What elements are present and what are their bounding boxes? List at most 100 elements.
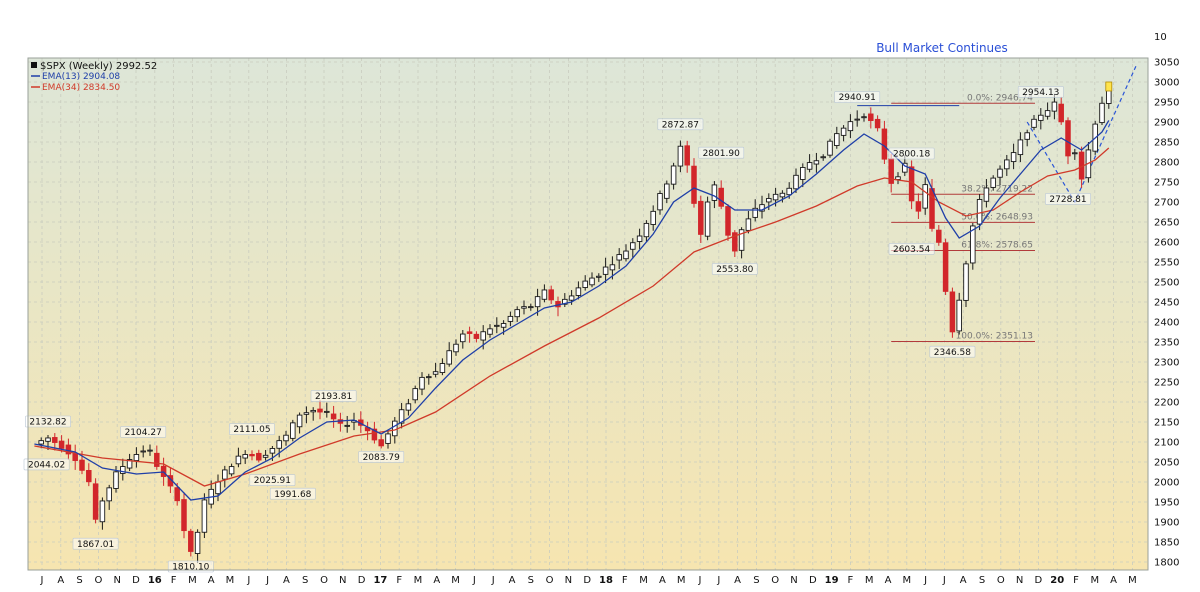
x-tick-label: F [848, 575, 854, 586]
candle-body [228, 466, 235, 475]
candle-body [902, 162, 908, 173]
candle-body [1004, 159, 1010, 170]
candle-body [711, 184, 718, 201]
annotation-label: 2104.27 [125, 428, 162, 438]
candle-body [589, 277, 595, 286]
x-tick-label: M [1128, 575, 1137, 586]
y-tick-label: 2000 [1154, 478, 1179, 489]
candle-body [487, 328, 493, 335]
annotation-box [249, 474, 296, 486]
candle-body [983, 187, 990, 202]
x-tick-label: M [188, 575, 197, 586]
candle-body [630, 242, 636, 250]
candle-body [800, 167, 806, 180]
x-tick-label: D [358, 575, 366, 586]
y-tick-label: 2150 [1154, 418, 1179, 429]
x-tick-label: 18 [599, 575, 613, 586]
candle-body [786, 187, 792, 196]
annotation-label: 2193.81 [315, 392, 352, 402]
x-tick-label: S [76, 575, 82, 586]
candle-body [548, 289, 554, 301]
x-tick-label: S [302, 575, 308, 586]
candle-body [371, 428, 378, 441]
x-tick-label: J [698, 575, 702, 586]
x-tick-label: A [433, 575, 440, 586]
candle-body [473, 333, 480, 339]
candle-body [58, 440, 65, 449]
candle-body [779, 192, 786, 198]
x-tick-label: M [902, 575, 911, 586]
y-tick-label: 2400 [1154, 318, 1179, 329]
annotation-label: 1991.68 [274, 490, 311, 500]
candle-body [636, 235, 643, 242]
x-tick-label: M [451, 575, 460, 586]
y-tick-label: 1900 [1154, 518, 1179, 529]
candle-body [738, 229, 745, 251]
candle-body [45, 437, 51, 442]
candle-body [439, 363, 446, 373]
fib-level-label: 61.8%: 2578.65 [961, 241, 1033, 251]
candle-body [324, 410, 330, 413]
candle-body [290, 422, 296, 439]
y-tick-label: 1850 [1154, 538, 1179, 549]
candle-body [691, 165, 697, 204]
annotation-box [834, 91, 881, 103]
annotation-label: 2872.87 [662, 120, 699, 130]
x-tick-label: S [528, 575, 534, 586]
x-tick-label: A [509, 575, 516, 586]
candle-body [147, 449, 153, 452]
y-tick-label: 1950 [1154, 498, 1179, 509]
candle-body [936, 229, 942, 243]
candle-body [1065, 120, 1071, 157]
candle-body [38, 440, 44, 445]
x-tick-label: 17 [373, 575, 387, 586]
x-tick-label: A [960, 575, 967, 586]
candle-body [398, 409, 405, 424]
x-tick-label: D [583, 575, 591, 586]
y-tick-label: 2450 [1154, 298, 1179, 309]
candle-body [310, 409, 316, 413]
candle-body [793, 174, 799, 190]
x-tick-label: A [57, 575, 64, 586]
candle-body [609, 264, 616, 271]
x-tick-label: J [942, 575, 946, 586]
x-tick-label: A [659, 575, 666, 586]
candle-body [154, 452, 160, 467]
annotation-label: 2111.05 [233, 425, 270, 435]
annotation-label: 2603.54 [893, 245, 930, 255]
candle-body [446, 350, 452, 365]
x-tick-label: N [790, 575, 797, 586]
annotation-label: 2940.91 [839, 93, 876, 103]
candle-body [827, 140, 833, 156]
candle-body [820, 156, 826, 159]
candle-body [242, 454, 248, 459]
candle-body [970, 225, 976, 264]
candle-body [181, 499, 187, 532]
x-tick-label: N [1016, 575, 1023, 586]
candle-body [895, 176, 901, 180]
x-tick-label: M [639, 575, 648, 586]
y-tick-label: 2050 [1154, 458, 1179, 469]
candle-body [330, 413, 337, 420]
annotation-box [929, 345, 976, 358]
x-tick-label: A [1110, 575, 1117, 586]
x-tick-label: M [677, 575, 686, 586]
y-tick-label: 3000 [1154, 78, 1179, 89]
candle-body [405, 403, 412, 411]
candle-body [956, 299, 962, 332]
y-tick-label: 2850 [1154, 138, 1179, 149]
x-tick-label: A [885, 575, 892, 586]
candle-body [834, 133, 840, 146]
candle-body [854, 118, 860, 121]
x-tick-label: 20 [1050, 575, 1064, 586]
y-tick-label: 2900 [1154, 118, 1179, 129]
annotation-label: 2044.02 [28, 461, 65, 471]
annotation-label: 2553.80 [716, 265, 753, 275]
x-tick-label: J [246, 575, 250, 586]
x-tick-label: S [979, 575, 985, 586]
annotation-label: 1867.01 [77, 540, 114, 550]
annotation-box [888, 147, 935, 160]
y-tick-label: 2750 [1154, 178, 1179, 189]
candle-body [1038, 114, 1044, 121]
